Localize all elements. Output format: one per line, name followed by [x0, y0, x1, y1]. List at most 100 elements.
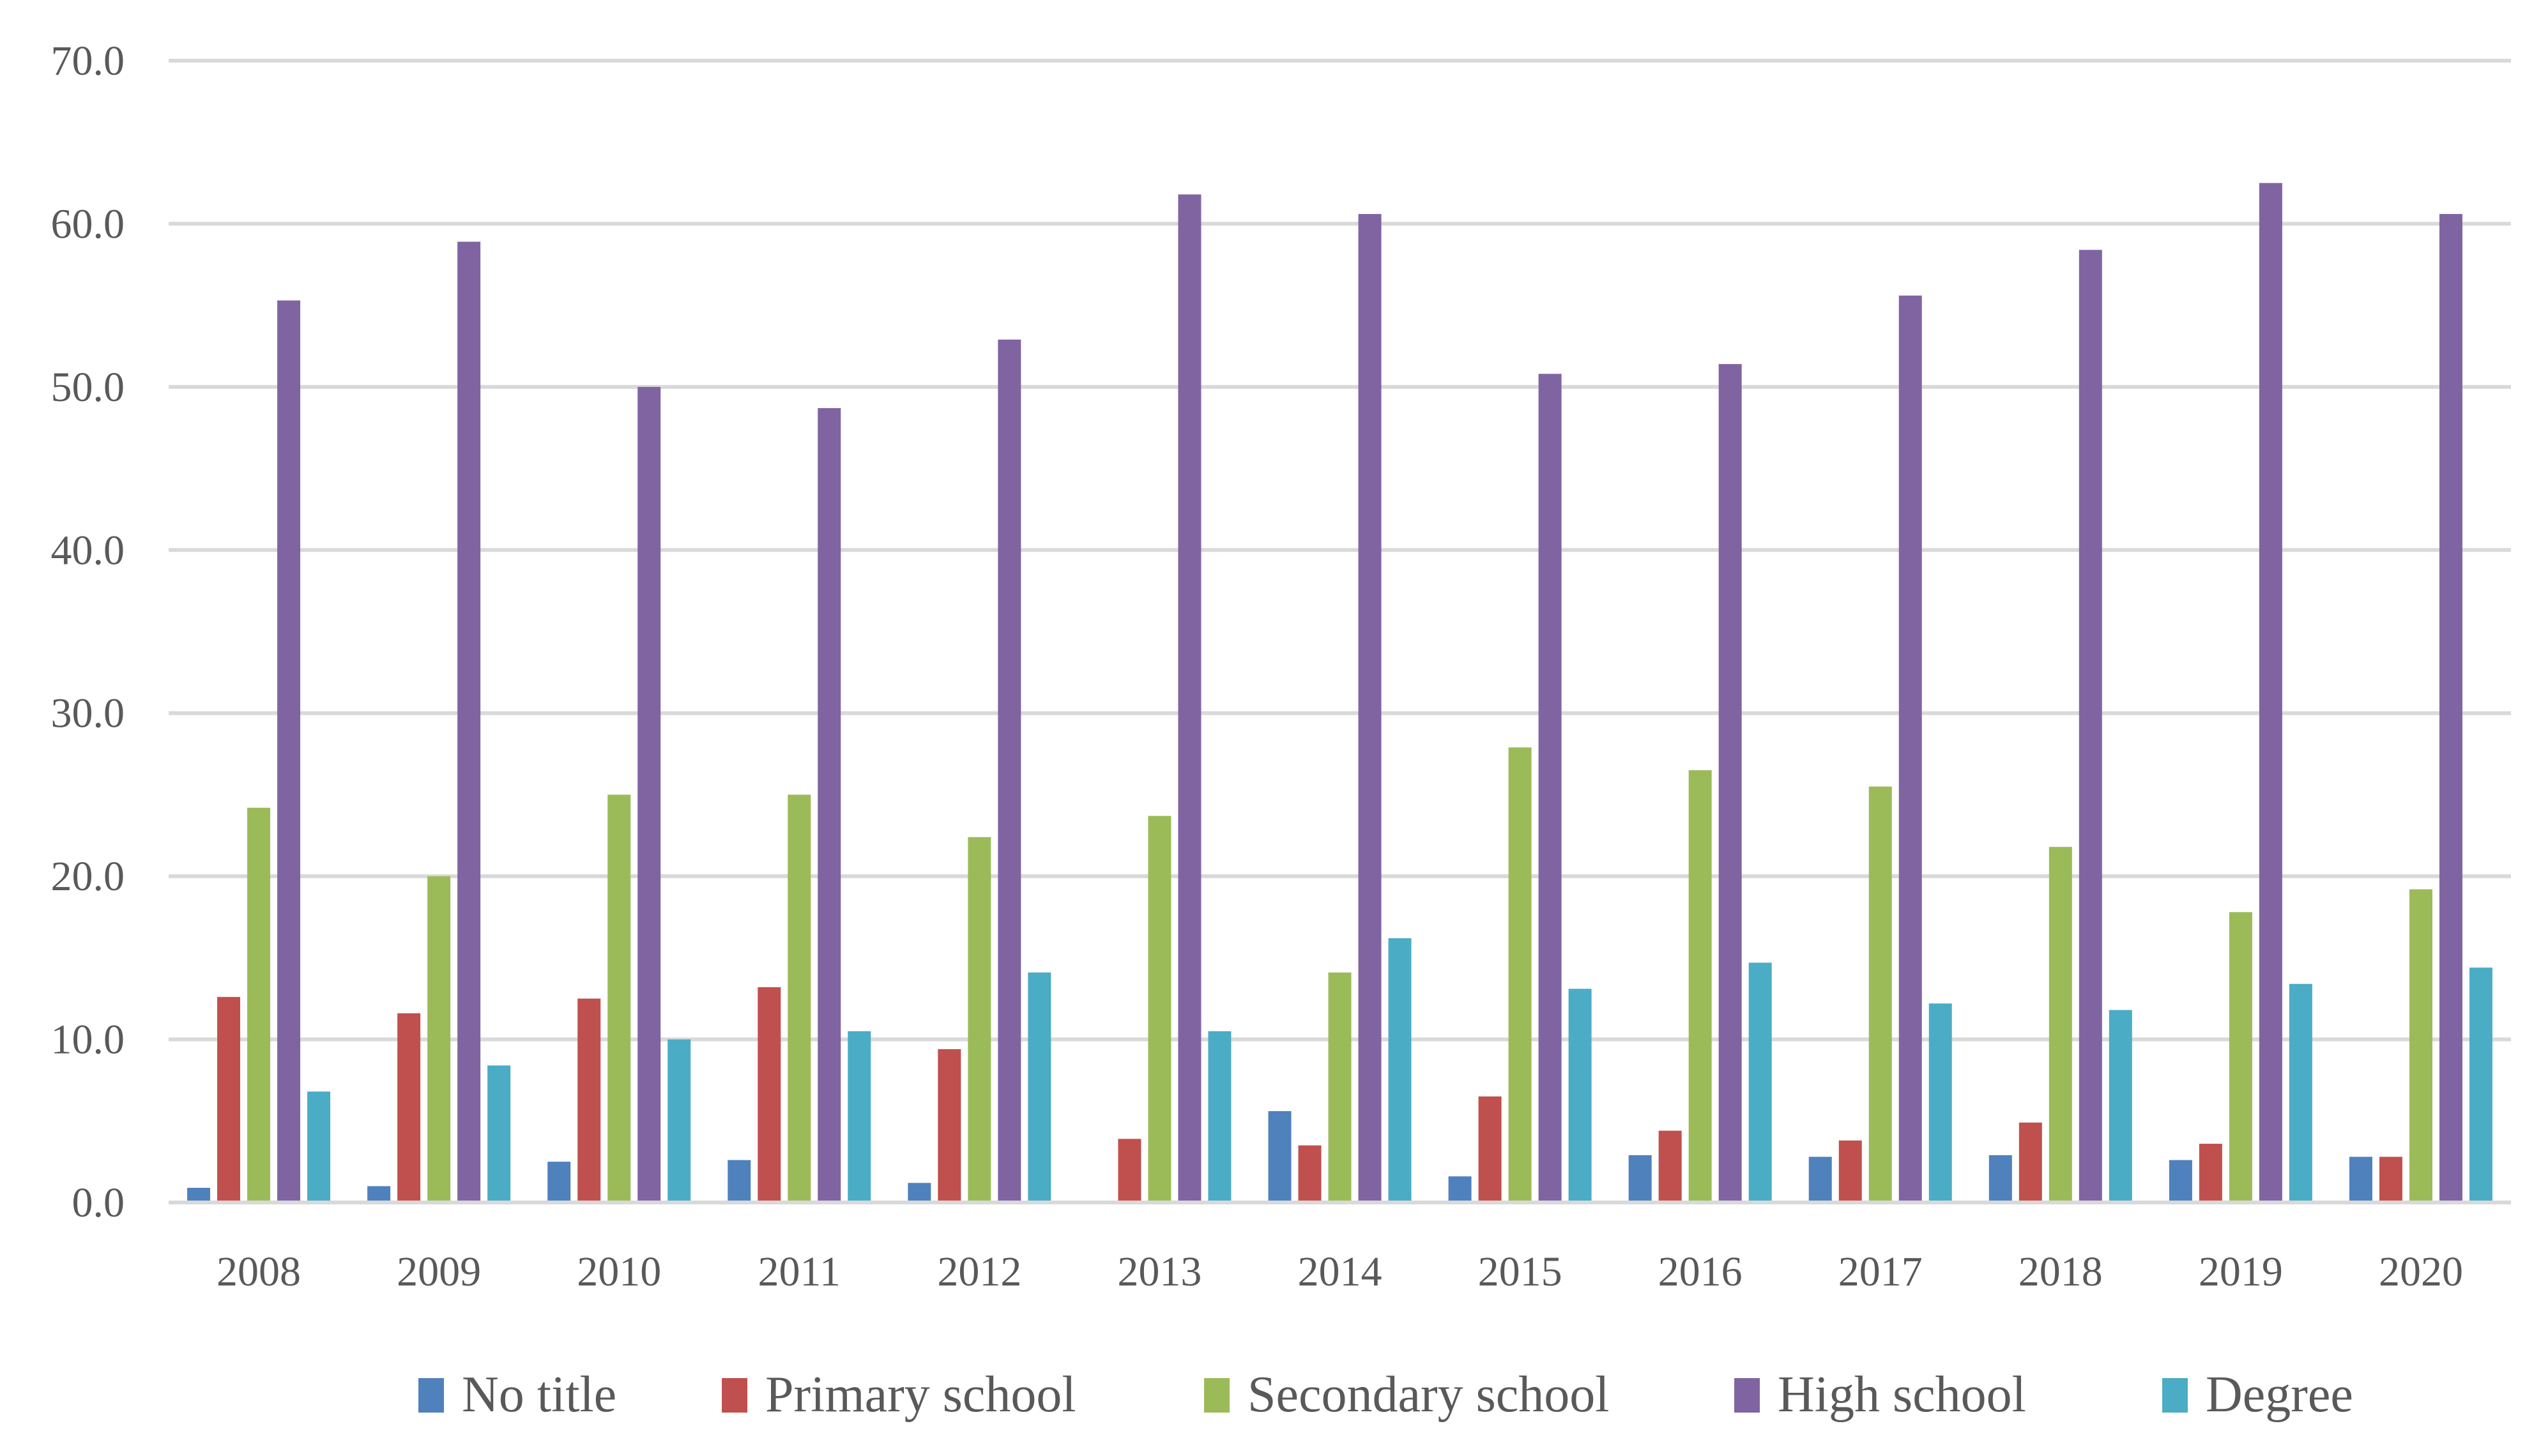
bar-high-school-2017: [1898, 295, 1922, 1201]
bar-degree-2015: [1568, 989, 1592, 1201]
bar-high-school-2008: [277, 300, 301, 1201]
x-tick-label: 2015: [1478, 1248, 1562, 1295]
bar-primary-school-2018: [2018, 1122, 2042, 1201]
legend-swatch: [418, 1378, 444, 1413]
bar-secondary-school-2008: [247, 807, 271, 1201]
bar-no-title-2015: [1448, 1176, 1472, 1201]
bar-high-school-2016: [1718, 364, 1742, 1201]
bar-degree-2018: [2109, 1010, 2132, 1201]
legend-label: No title: [462, 1367, 616, 1423]
y-tick-label: 10.0: [51, 1017, 125, 1063]
x-tick-label: 2014: [1298, 1248, 1382, 1295]
x-tick-label: 2012: [937, 1248, 1021, 1295]
bar-high-school-2009: [457, 241, 481, 1201]
legend-swatch: [722, 1378, 747, 1413]
bar-primary-school-2016: [1658, 1130, 1682, 1201]
legend-swatch: [1734, 1378, 1760, 1413]
bar-primary-school-2009: [397, 1013, 421, 1201]
bar-high-school-2013: [1178, 194, 1202, 1201]
legend-item: Degree: [2162, 1367, 2353, 1423]
x-tick-label: 2008: [217, 1248, 301, 1295]
bar-secondary-school-2019: [2229, 912, 2252, 1201]
bar-secondary-school-2020: [2409, 889, 2432, 1201]
bar-degree-2011: [848, 1031, 871, 1201]
bars: [187, 183, 2492, 1201]
y-tick-label: 60.0: [51, 201, 125, 247]
bar-degree-2008: [307, 1091, 331, 1201]
bar-no-title-2009: [367, 1186, 391, 1201]
bar-primary-school-2011: [758, 987, 781, 1201]
bar-no-title-2014: [1268, 1111, 1292, 1201]
x-tick-label: 2019: [2199, 1248, 2283, 1295]
bar-no-title-2020: [2349, 1156, 2372, 1201]
legend: No title Primary school Secondary school Hi…: [418, 1367, 2353, 1423]
y-tick-label: 0.0: [72, 1179, 125, 1226]
bar-primary-school-2008: [217, 997, 241, 1201]
bar-no-title-2010: [547, 1162, 571, 1201]
bar-secondary-school-2011: [788, 794, 811, 1201]
legend-item: High school: [1734, 1367, 2026, 1423]
legend-label: Secondary school: [1248, 1367, 1610, 1423]
bar-no-title-2018: [1988, 1155, 2012, 1201]
bar-primary-school-2020: [2379, 1156, 2402, 1201]
bar-no-title-2019: [2169, 1160, 2192, 1201]
bar-degree-2019: [2289, 983, 2312, 1201]
bar-secondary-school-2014: [1328, 972, 1352, 1201]
bar-degree-2010: [668, 1039, 691, 1201]
legend-label: Primary school: [765, 1367, 1076, 1423]
legend-item: Primary school: [722, 1367, 1076, 1423]
bar-secondary-school-2016: [1688, 770, 1712, 1201]
legend-swatch: [2162, 1378, 2188, 1413]
y-tick-label: 40.0: [51, 527, 125, 573]
bar-degree-2013: [1208, 1031, 1232, 1201]
legend-item: Secondary school: [1204, 1367, 1610, 1423]
legend-item: No title: [418, 1367, 616, 1423]
x-tick-label: 2010: [577, 1248, 661, 1295]
bar-no-title-2016: [1628, 1155, 1652, 1201]
x-tick-label: 2016: [1658, 1248, 1743, 1295]
bar-high-school-2018: [2079, 250, 2102, 1201]
bar-degree-2020: [2469, 967, 2492, 1201]
bar-secondary-school-2018: [2049, 847, 2072, 1201]
y-tick-label: 20.0: [51, 853, 125, 900]
legend-label: High school: [1778, 1367, 2026, 1423]
bar-secondary-school-2017: [1868, 786, 1892, 1201]
bar-secondary-school-2010: [607, 794, 631, 1201]
x-tick-label: 2013: [1117, 1248, 1202, 1295]
x-axis-ticks: 2008 2009 2010 2011 2012 2013 2014 2015 2016 2017…: [217, 1248, 2463, 1295]
bar-degree-2014: [1388, 938, 1412, 1201]
y-tick-label: 30.0: [51, 690, 125, 737]
bar-primary-school-2015: [1478, 1096, 1502, 1201]
bar-no-title-2011: [728, 1160, 751, 1201]
bar-degree-2012: [1028, 972, 1051, 1201]
bar-secondary-school-2013: [1148, 815, 1171, 1201]
bar-secondary-school-2012: [968, 837, 991, 1201]
bar-high-school-2011: [818, 408, 841, 1201]
bar-high-school-2019: [2259, 183, 2282, 1201]
bar-high-school-2010: [637, 386, 661, 1201]
bar-high-school-2014: [1358, 214, 1382, 1201]
x-tick-label: 2011: [758, 1248, 841, 1295]
x-tick-label: 2018: [2018, 1248, 2103, 1295]
y-axis-ticks: 0.0 10.0 20.0 30.0 40.0 50.0 60.0 70.0: [51, 38, 125, 1226]
bar-high-school-2015: [1538, 374, 1562, 1201]
bar-degree-2017: [1928, 1003, 1952, 1201]
bar-degree-2009: [487, 1065, 511, 1201]
bar-high-school-2012: [998, 339, 1021, 1201]
bar-secondary-school-2015: [1508, 747, 1532, 1201]
bar-primary-school-2019: [2199, 1144, 2222, 1201]
x-tick-label: 2017: [1838, 1248, 1923, 1295]
gridlines: [169, 59, 2511, 1204]
bar-no-title-2008: [187, 1188, 211, 1201]
bar-secondary-school-2009: [427, 876, 451, 1201]
legend-label: Degree: [2206, 1367, 2353, 1423]
bar-primary-school-2014: [1298, 1145, 1322, 1201]
x-tick-label: 2020: [2379, 1248, 2463, 1295]
legend-swatch: [1204, 1378, 1230, 1413]
x-tick-label: 2009: [397, 1248, 481, 1295]
y-tick-label: 70.0: [51, 38, 125, 84]
y-tick-label: 50.0: [51, 364, 125, 411]
bar-primary-school-2017: [1838, 1140, 1862, 1201]
bar-high-school-2020: [2439, 214, 2462, 1201]
